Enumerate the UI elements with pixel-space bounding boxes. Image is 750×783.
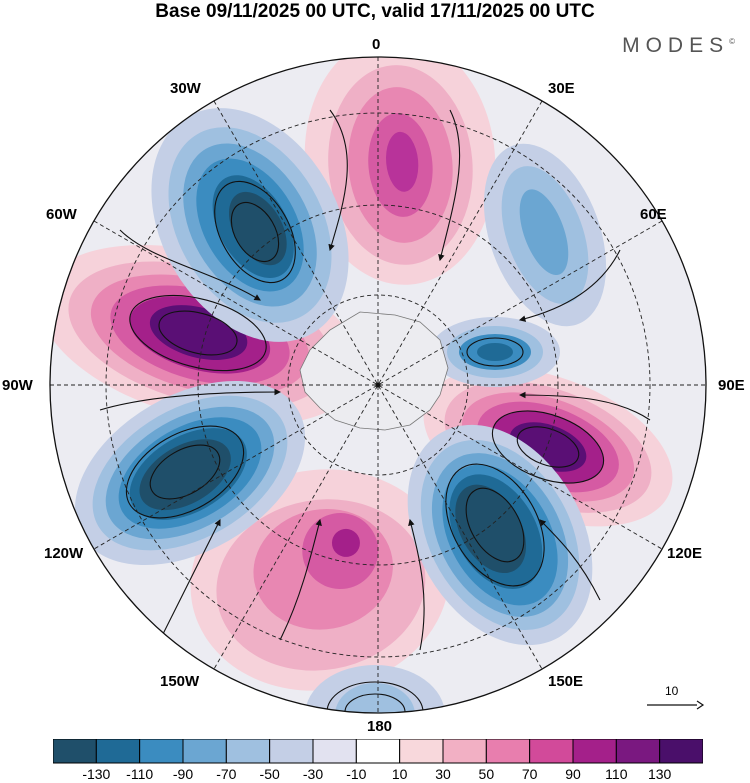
- colorbar-tick: 50: [478, 766, 495, 782]
- colorbar-tick: 110: [605, 766, 628, 782]
- negative-anomaly-110w: [74, 380, 306, 566]
- colorbar-swatch: [312, 739, 357, 764]
- reference-vector-label: 10: [665, 684, 679, 698]
- lon-label-180: 180: [367, 718, 393, 735]
- positive-anomaly-0: [304, 57, 496, 285]
- graticule: [50, 57, 706, 713]
- colorbar-tick: -90: [172, 766, 194, 782]
- lon-label-90w: 90W: [2, 377, 33, 394]
- anomaly-field: [50, 57, 673, 713]
- colorbar-tick: 30: [435, 766, 451, 782]
- colorbar-swatch: [269, 739, 314, 764]
- colorbar-swatch: [182, 739, 227, 764]
- lon-label-30e: 30E: [548, 80, 575, 97]
- colorbar-swatch: [139, 739, 184, 764]
- streamlines: [99, 109, 651, 713]
- colorbar-tick: 10: [391, 766, 408, 782]
- colorbar-swatch: [529, 739, 574, 764]
- colorbar-tick: 70: [521, 766, 538, 782]
- colorbar-tick: 130: [647, 766, 672, 782]
- south-pole-marker: [375, 382, 381, 388]
- lon-label-30w: 30W: [170, 80, 201, 97]
- negative-anomaly-30w: [151, 108, 349, 342]
- colorbar-swatch: [399, 739, 444, 764]
- negative-anomaly-75e: [430, 317, 560, 387]
- colorbar-swatch: [225, 739, 271, 764]
- brand-logo: MODES©: [622, 34, 735, 58]
- colorbar-tick: -130: [82, 766, 111, 782]
- positive-anomaly-150w: [190, 469, 450, 691]
- colorbar: [53, 739, 703, 764]
- reference-vector-arrow: [647, 700, 705, 710]
- lon-label-150e: 150E: [548, 673, 584, 690]
- lon-label-60e: 60E: [640, 206, 667, 223]
- chart-title: Base 09/11/2025 00 UTC, valid 17/11/2025…: [155, 1, 595, 22]
- colorbar-swatch: [53, 739, 97, 764]
- colorbar-swatch: [615, 739, 661, 764]
- lon-label-120w: 120W: [44, 545, 84, 562]
- colorbar-tick: -50: [259, 766, 280, 782]
- colorbar-tick: -30: [302, 766, 324, 782]
- colorbar-tick: -70: [216, 766, 237, 782]
- lon-label-60w: 60W: [46, 206, 77, 223]
- colorbar-tick: -10: [346, 766, 367, 782]
- lon-label-120e: 120E: [667, 545, 703, 562]
- brand-name: MODES: [622, 34, 730, 57]
- map-border: [49, 56, 707, 714]
- colorbar-swatch: [485, 739, 531, 764]
- lon-label-90e: 90E: [718, 377, 745, 394]
- colorbar-swatch: [95, 739, 141, 764]
- colorbar-swatch: [442, 739, 487, 764]
- colorbar-swatch: [659, 739, 703, 764]
- colorbar-swatch: [355, 739, 401, 764]
- lon-label-150w: 150W: [160, 673, 200, 690]
- negative-anomaly-45e: [483, 143, 607, 327]
- colorbar-swatch: [572, 739, 617, 764]
- colorbar-tick: -110: [126, 766, 154, 782]
- colorbar-tick: 90: [565, 766, 581, 782]
- brand-mark: ©: [729, 37, 735, 46]
- lon-label-0: 0: [372, 36, 381, 53]
